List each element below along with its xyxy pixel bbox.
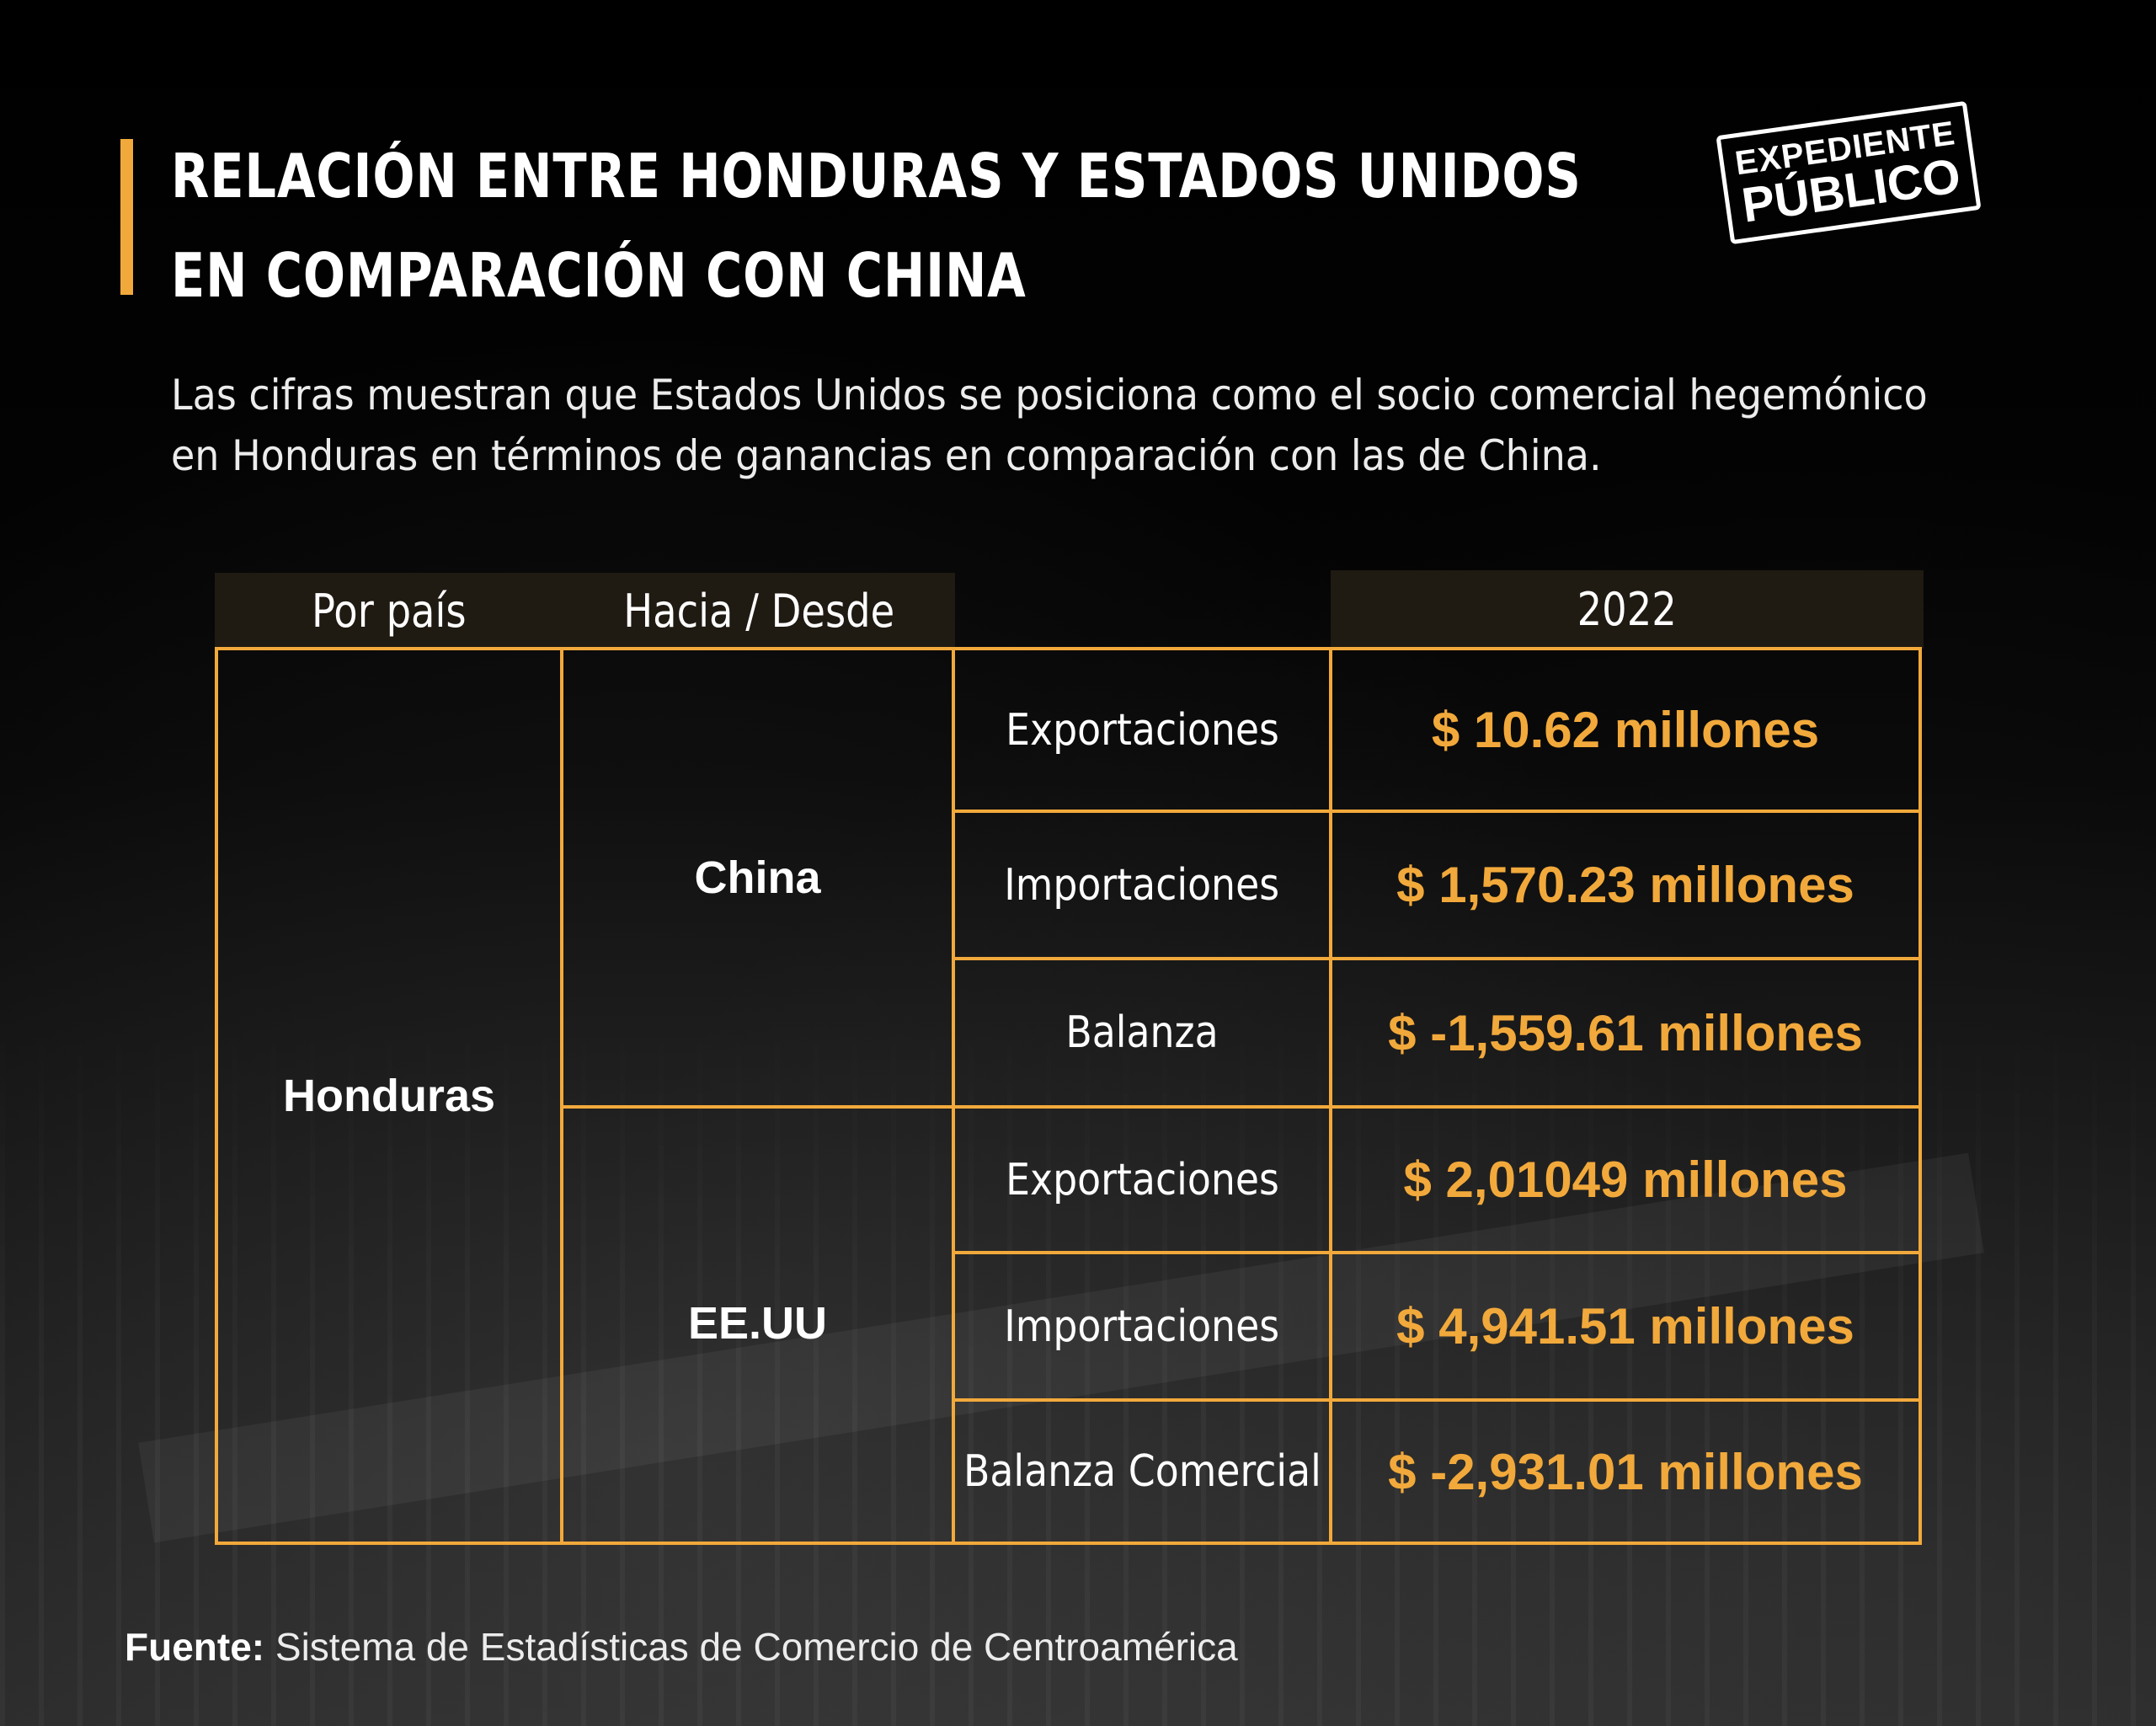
row-divider-5 (952, 1398, 1922, 1402)
title-line-2: EN COMPARACIÓN CON CHINA (171, 240, 1027, 311)
table-left-border (215, 647, 218, 1545)
table-bottom-border (215, 1542, 1922, 1545)
partner-divider (560, 1105, 1922, 1109)
eeuu-label-importaciones: Importaciones (1004, 1301, 1280, 1352)
eeuu-label-balanza-comercial: Balanza Comercial (963, 1446, 1321, 1497)
col-divider-3 (1329, 647, 1332, 1545)
source-label: Fuente: (125, 1625, 265, 1669)
eeuu-label-exportaciones: Exportaciones (1005, 1154, 1279, 1205)
subtitle-line-1: Las cifras muestran que Estados Unidos s… (171, 371, 1928, 419)
table-top-border (215, 647, 1922, 650)
header-year: 2022 (1331, 570, 1924, 649)
row-divider-2 (952, 957, 1922, 960)
china-value-exportaciones: $ 10.62 millones (1431, 702, 1820, 758)
partner-china: China (694, 852, 821, 903)
eeuu-value-exportaciones: $ 2,01049 millones (1403, 1152, 1848, 1208)
page-subtitle: Las cifras muestran que Estados Unidos s… (171, 365, 1928, 486)
partner-cell-eeuu: EE.UU (563, 1109, 952, 1542)
eeuu-value-importaciones: $ 4,941.51 millones (1396, 1298, 1854, 1355)
source-text: Sistema de Estadísticas de Comercio de C… (264, 1625, 1238, 1669)
row-divider-4 (952, 1251, 1922, 1254)
china-value-balanza: $ -1,559.61 millones (1388, 1004, 1863, 1061)
row-divider-1 (952, 810, 1922, 813)
country-cell: Honduras (218, 650, 560, 1542)
header-por-pais: Por país (215, 573, 563, 649)
title-line-1: RELACIÓN ENTRE HONDURAS Y ESTADOS UNIDOS (171, 141, 1582, 211)
partner-eeuu: EE.UU (687, 1298, 828, 1349)
china-label-importaciones: Importaciones (1004, 859, 1280, 911)
title-accent-bar (120, 139, 133, 295)
partner-cell-china: China (563, 650, 952, 1105)
china-label-balanza: Balanza (1065, 1007, 1219, 1058)
col-divider-1 (560, 647, 563, 1545)
container-stack-texture (0, 968, 2156, 1726)
table-right-border (1919, 647, 1922, 1545)
source-note: Fuente: Sistema de Estadísticas de Comer… (125, 1622, 1238, 1672)
country-honduras: Honduras (282, 1071, 496, 1121)
eeuu-value-balanza-comercial: $ -2,931.01 millones (1388, 1443, 1863, 1500)
china-label-exportaciones: Exportaciones (1005, 704, 1279, 756)
china-value-importaciones: $ 1,570.23 millones (1396, 857, 1854, 913)
col-divider-2 (952, 647, 955, 1545)
page-title: RELACIÓN ENTRE HONDURAS Y ESTADOS UNIDOS… (171, 126, 1582, 325)
subtitle-line-2: en Honduras en términos de ganancias en … (171, 431, 1602, 480)
header-hacia-desde: Hacia / Desde (563, 573, 955, 649)
